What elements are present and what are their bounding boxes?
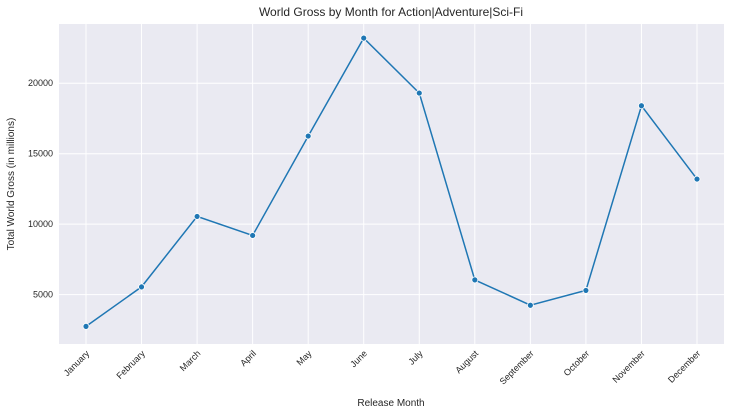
x-tick-label: November xyxy=(610,348,646,384)
y-tick-label: 15000 xyxy=(28,149,53,159)
x-tick-labels: January February March April May June July Augu… xyxy=(62,348,703,387)
x-tick-label: May xyxy=(294,348,313,367)
x-tick-label: January xyxy=(62,348,92,378)
data-point-march xyxy=(193,213,201,220)
y-tick-label: 5000 xyxy=(33,290,53,300)
data-point-february xyxy=(138,283,145,291)
x-tick-label: June xyxy=(348,348,369,369)
x-tick-label: September xyxy=(498,348,536,386)
data-point-november xyxy=(638,102,645,110)
data-point-december xyxy=(693,175,701,183)
data-point-september xyxy=(526,301,534,309)
x-axis-label: Release Month xyxy=(357,398,424,409)
series-line xyxy=(85,36,698,328)
y-tick-labels: 5000 10000 15000 20000 xyxy=(28,78,53,299)
data-points xyxy=(82,34,701,330)
data-point-july xyxy=(415,89,423,97)
data-point-january xyxy=(82,322,90,330)
x-tick-label: March xyxy=(178,348,203,373)
data-point-october xyxy=(582,287,590,294)
y-tick-label: 20000 xyxy=(28,78,53,88)
x-tick-label: February xyxy=(114,348,147,381)
plot-area xyxy=(59,24,724,344)
chart-title: World Gross by Month for Action|Adventur… xyxy=(259,5,523,19)
y-axis-label: Total World Gross (in millions) xyxy=(6,118,17,251)
data-point-august xyxy=(471,276,479,284)
x-tick-label: December xyxy=(666,348,702,384)
x-tick-label: October xyxy=(562,348,592,378)
x-tick-label: August xyxy=(453,348,480,375)
x-tick-label: July xyxy=(406,348,425,367)
data-point-june xyxy=(360,34,368,42)
y-tick-label: 10000 xyxy=(28,219,53,229)
data-point-april xyxy=(249,232,257,239)
data-point-may xyxy=(304,132,312,140)
x-tick-label: April xyxy=(238,348,258,368)
